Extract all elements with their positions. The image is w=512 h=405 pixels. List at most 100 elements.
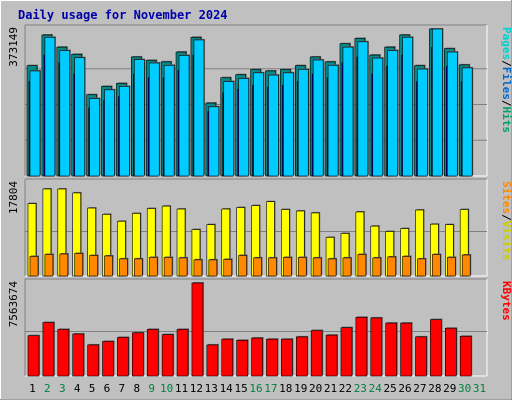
bar-pages: [268, 74, 279, 177]
bar-sites: [163, 257, 173, 277]
bar-kbytes: [117, 337, 129, 377]
legend-item: Hits: [500, 107, 512, 134]
bar-kbytes: [206, 344, 219, 377]
bar-pages: [89, 98, 100, 177]
bar-sites: [148, 257, 158, 277]
bar-kbytes: [72, 333, 85, 377]
bar-sites: [253, 257, 262, 277]
bar-sites: [44, 254, 54, 277]
bar-sites: [29, 256, 39, 277]
x-tick-label: 14: [220, 382, 234, 395]
bar-pages: [342, 46, 354, 177]
x-tick-label: 17: [264, 382, 277, 395]
bar-pages: [253, 72, 264, 177]
bar-pages: [387, 50, 398, 177]
bar-pages: [119, 86, 130, 177]
bar-pages: [208, 106, 220, 177]
bar-pages: [134, 59, 145, 177]
bar-sites: [432, 254, 441, 277]
bar-kbytes: [57, 329, 70, 377]
x-tick-label: 25: [384, 382, 397, 395]
panel-legend: KBytes: [500, 281, 512, 321]
y-max-label: 7563674: [7, 281, 20, 328]
bar-sites: [208, 259, 218, 277]
bar-sites: [193, 259, 203, 277]
x-tick-label: 2: [44, 382, 51, 395]
x-tick-label: 11: [175, 382, 188, 395]
legend-item: Sites: [500, 181, 512, 214]
legend-item: /: [500, 100, 512, 107]
bar-sites: [372, 257, 382, 277]
y-max-label: 373149: [7, 27, 20, 67]
panel-1: 373149 Pages/Files/Hits: [7, 24, 512, 177]
bar-kbytes: [42, 322, 55, 377]
bar-kbytes: [161, 334, 174, 377]
bar-kbytes: [444, 327, 457, 377]
bar-pages: [446, 51, 458, 177]
bar-sites: [74, 253, 84, 277]
x-tick-label: 18: [279, 382, 292, 395]
bar-sites: [283, 257, 292, 277]
x-tick-label: 3: [59, 382, 66, 395]
panel-3: 7563674 KBytes: [7, 278, 512, 377]
x-tick-label: 26: [398, 382, 411, 395]
x-tick-label: 15: [234, 382, 247, 395]
x-tick-label: 5: [89, 382, 96, 395]
bar-pages: [178, 55, 190, 177]
panel-2: 17804 Sites/Visits: [7, 178, 512, 277]
bar-pages: [372, 57, 384, 177]
x-tick-label: 19: [294, 382, 307, 395]
legend-item: /: [500, 214, 512, 221]
bar-sites: [297, 257, 307, 277]
bar-kbytes: [325, 334, 338, 377]
bar-pages: [44, 37, 56, 177]
bar-kbytes: [236, 340, 248, 377]
bar-kbytes: [281, 338, 293, 377]
x-tick-label: 4: [74, 382, 81, 395]
x-tick-label: 27: [413, 382, 426, 395]
chart-title: Daily usage for November 2024: [18, 8, 228, 22]
bar-pages: [223, 81, 235, 177]
bar-kbytes: [415, 336, 427, 377]
bar-sites: [357, 254, 367, 277]
bar-sites: [59, 253, 69, 277]
bar-sites: [312, 257, 322, 277]
bar-pages: [148, 62, 160, 177]
bar-sites: [119, 258, 128, 277]
legend-item: /: [500, 60, 512, 67]
bar-kbytes: [459, 336, 472, 377]
chart-panels: 373149 Pages/Files/Hits 17804 Sites/Visits7…: [7, 24, 512, 377]
legend-item: Visits: [500, 221, 512, 261]
bar-sites: [327, 258, 337, 277]
bar-kbytes: [400, 322, 412, 377]
bar-sites: [268, 257, 277, 277]
bar-kbytes: [87, 344, 99, 377]
bar-sites: [417, 258, 426, 277]
bar-sites: [89, 255, 98, 277]
x-tick-label: 23: [354, 382, 367, 395]
bar-kbytes: [310, 330, 323, 377]
bar-kbytes: [355, 317, 368, 377]
bar-kbytes: [295, 336, 308, 377]
x-tick-label: 10: [160, 382, 173, 395]
bar-pages: [59, 50, 71, 177]
panel-legend: Pages/Files/Hits: [500, 27, 512, 133]
bar-kbytes: [102, 341, 114, 377]
bar-sites: [387, 256, 396, 277]
bar-sites: [223, 259, 233, 277]
bar-pages: [432, 28, 443, 177]
bar-kbytes: [266, 338, 278, 377]
bar-sites: [238, 255, 247, 277]
bar-kbytes: [27, 335, 40, 377]
x-tick-label: 9: [148, 382, 155, 395]
x-tick-label: 20: [309, 382, 322, 395]
bar-pages: [163, 64, 175, 177]
x-tick-label: 31: [473, 382, 486, 395]
bar-pages: [74, 57, 86, 177]
panel-legend: Sites/Visits: [500, 181, 512, 261]
x-tick-label: 1: [29, 382, 36, 395]
bar-kbytes: [251, 337, 263, 377]
bar-kbytes: [221, 338, 234, 377]
bar-sites: [178, 257, 188, 277]
